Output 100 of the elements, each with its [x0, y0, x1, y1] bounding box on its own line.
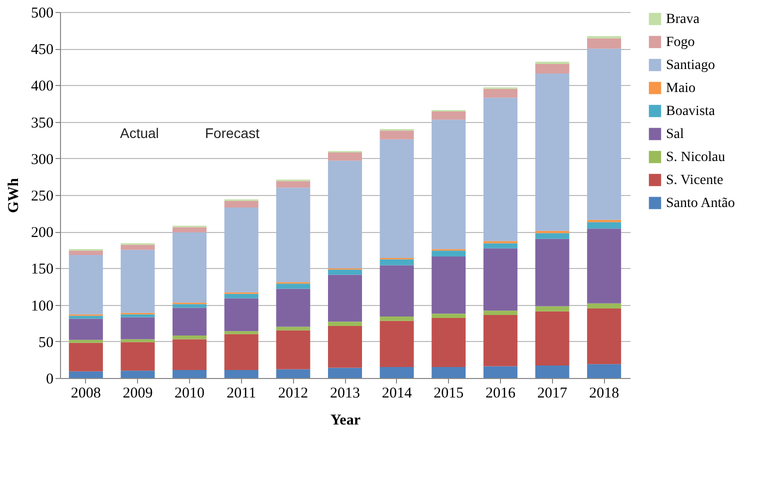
bar — [328, 270, 362, 275]
bar — [328, 368, 362, 378]
bar — [535, 230, 570, 234]
bar — [483, 310, 518, 316]
legend-label: Sal — [666, 127, 684, 142]
bar — [276, 369, 310, 378]
y-axis-title: GWh — [6, 177, 22, 214]
x-tick-label: 2009 — [122, 386, 153, 402]
bar — [68, 318, 103, 340]
annotation: Forecast — [205, 125, 260, 141]
y-tick-label: 150 — [31, 262, 54, 278]
legend-label: Brava — [666, 12, 700, 27]
bar — [535, 306, 570, 312]
bar — [172, 308, 207, 336]
bar — [276, 326, 310, 330]
bar — [380, 316, 414, 321]
bar — [587, 38, 622, 49]
y-tick-label: 250 — [31, 188, 54, 204]
bar — [172, 232, 207, 303]
y-tick-label: 450 — [31, 42, 54, 58]
bar — [535, 73, 570, 231]
bar — [483, 315, 518, 366]
bar — [432, 120, 466, 250]
y-tick-label: 0 — [46, 372, 54, 388]
bar — [68, 250, 103, 256]
legend-label: Santo Antão — [666, 196, 735, 211]
bar — [172, 304, 207, 308]
bar — [224, 200, 258, 208]
bar — [587, 364, 622, 378]
bar — [380, 320, 414, 368]
bar — [483, 98, 518, 242]
x-tick-label: 2018 — [589, 386, 620, 402]
bar — [587, 308, 622, 364]
bar — [276, 181, 310, 188]
bar — [276, 284, 310, 289]
y-tick-label: 350 — [31, 115, 54, 132]
legend-label: S. Vicente — [666, 173, 724, 188]
bar — [224, 334, 258, 370]
x-tick-label: 2014 — [382, 386, 412, 402]
bar — [224, 294, 258, 298]
y-tick-label: 500 — [31, 6, 54, 22]
bar — [380, 259, 414, 266]
bar — [172, 339, 207, 370]
bar — [172, 227, 207, 232]
bar — [68, 340, 103, 343]
y-tick-label: 50 — [38, 334, 54, 351]
legend-label: Santiago — [666, 58, 715, 73]
bar — [432, 314, 466, 318]
annotation: Actual — [120, 125, 159, 141]
x-tick-label: 2010 — [174, 386, 205, 402]
bar — [587, 303, 622, 308]
bar — [328, 326, 362, 368]
y-tick-label: 200 — [31, 225, 54, 242]
bar — [432, 112, 466, 120]
bar — [380, 139, 414, 258]
x-tick-label: 2012 — [278, 386, 308, 402]
bar — [587, 222, 622, 229]
bar — [328, 160, 362, 268]
bar — [120, 370, 155, 378]
bar — [432, 318, 466, 368]
legend-label: Fogo — [666, 35, 695, 50]
bar — [276, 188, 310, 282]
bar — [68, 342, 103, 372]
x-axis-title: Year — [330, 412, 361, 428]
bar — [120, 244, 155, 250]
x-tick-label: 2011 — [226, 386, 256, 402]
bar — [380, 130, 414, 140]
bar — [535, 238, 570, 306]
bar — [483, 366, 518, 378]
bar — [172, 370, 207, 378]
bar — [276, 330, 310, 370]
bar — [432, 256, 466, 314]
bar — [224, 298, 258, 332]
bar — [120, 250, 155, 313]
legend-label: S. Nicolau — [666, 150, 726, 165]
bar — [535, 366, 570, 378]
bar — [68, 371, 103, 378]
bar — [224, 207, 258, 292]
y-tick-label: 300 — [31, 152, 54, 168]
bar — [380, 265, 414, 317]
bar — [224, 370, 258, 378]
bar — [535, 233, 570, 239]
x-tick-label: 2017 — [537, 386, 568, 402]
bar — [587, 228, 622, 304]
bar — [483, 88, 518, 98]
y-tick-label: 100 — [31, 298, 54, 314]
bar — [328, 322, 362, 326]
y-tick-label: 400 — [31, 78, 54, 95]
bar — [380, 367, 414, 378]
bar — [328, 152, 362, 161]
legend-label: Boavista — [666, 104, 716, 119]
bar — [224, 331, 258, 334]
bar — [432, 367, 466, 378]
bar — [328, 274, 362, 322]
bar — [120, 339, 155, 342]
x-tick-label: 2016 — [485, 386, 516, 402]
legend-label: Maio — [666, 81, 696, 96]
bar — [172, 336, 207, 340]
bar — [68, 255, 103, 314]
bar — [432, 250, 466, 256]
